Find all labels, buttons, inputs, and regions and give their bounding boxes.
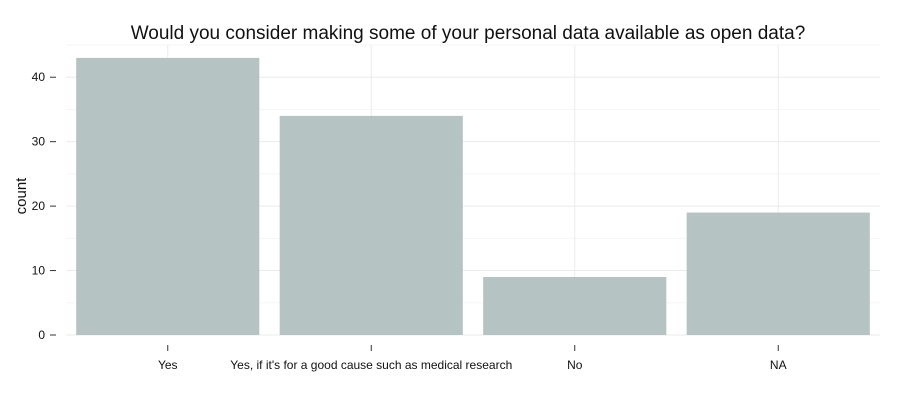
y-tick-label: 10: [32, 264, 46, 278]
chart-title: Would you consider making some of your p…: [131, 23, 806, 44]
y-axis: 0 10 20 30 40: [32, 70, 56, 342]
bar: [76, 57, 260, 336]
y-tick-label: 20: [32, 199, 46, 213]
x-tick-label: Yes, if it's for a good cause such as me…: [230, 358, 512, 372]
y-tick-label: 30: [32, 135, 46, 149]
y-tick-label: 40: [32, 70, 46, 84]
bar: [483, 277, 667, 335]
x-axis: Yes Yes, if it's for a good cause such as…: [158, 345, 787, 372]
y-axis-title: count: [13, 177, 30, 215]
x-tick-label: Yes: [158, 358, 178, 372]
bar: [279, 115, 463, 335]
bars: [76, 57, 870, 336]
x-tick-label: NA: [770, 358, 787, 372]
x-tick-label: No: [567, 358, 583, 372]
bar: [686, 212, 870, 335]
y-tick-label: 0: [38, 328, 45, 342]
